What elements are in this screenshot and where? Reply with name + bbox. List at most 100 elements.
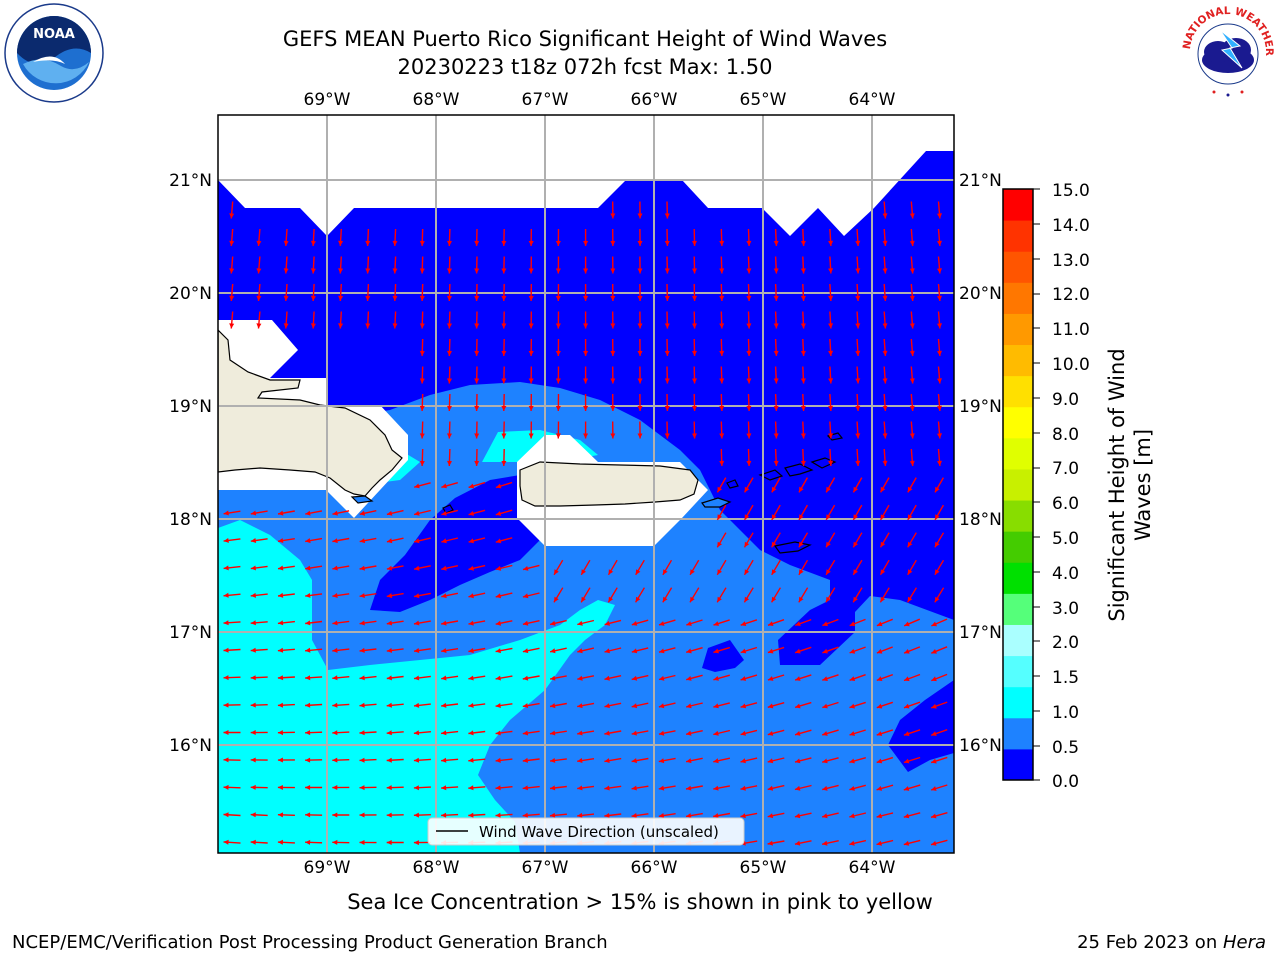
wind-wave-arrowhead bbox=[365, 323, 371, 329]
wind-wave-arrowhead bbox=[746, 433, 752, 439]
wind-wave-arrowhead bbox=[468, 730, 474, 736]
colorbar-tick: 15.0 bbox=[1052, 181, 1090, 201]
wind-wave-arrowhead bbox=[305, 730, 311, 736]
wind-wave-arrowhead bbox=[746, 240, 752, 246]
wind-wave-arrowhead bbox=[522, 812, 528, 818]
wind-wave-arrowhead bbox=[800, 268, 806, 274]
wind-wave-arrowhead bbox=[528, 268, 534, 274]
wind-wave-arrowhead bbox=[554, 596, 559, 603]
colorbar-segment bbox=[1003, 468, 1033, 501]
wind-wave-arrowhead bbox=[583, 268, 589, 274]
wind-wave-arrowhead bbox=[447, 350, 452, 356]
wind-wave-arrowhead bbox=[610, 296, 616, 301]
wind-wave-arrowhead bbox=[610, 351, 616, 356]
wind-wave-arrowhead bbox=[773, 405, 779, 411]
wind-wave-arrowhead bbox=[935, 514, 940, 520]
wind-wave-arrowhead bbox=[659, 621, 665, 626]
wind-wave-arrowhead bbox=[882, 460, 888, 466]
wind-wave-arrowhead bbox=[853, 541, 858, 548]
wind-wave-arrowhead bbox=[664, 378, 670, 384]
wind-wave-arrowhead bbox=[662, 596, 668, 603]
wind-wave-arrowhead bbox=[608, 596, 614, 603]
wind-wave-arrowhead bbox=[386, 812, 392, 818]
wind-wave-arrowhead bbox=[386, 785, 392, 791]
wind-wave-arrowhead bbox=[419, 350, 425, 356]
wind-wave-arrowhead bbox=[604, 621, 610, 626]
wind-wave-arrowhead bbox=[577, 812, 583, 818]
wind-wave-arrowhead bbox=[771, 596, 777, 603]
wind-wave-arrowhead bbox=[876, 703, 883, 709]
wind-wave-arrowhead bbox=[414, 510, 420, 516]
wind-wave-arrowhead bbox=[773, 295, 779, 301]
island-tortola bbox=[810, 457, 837, 469]
wind-wave-arrowhead bbox=[392, 240, 398, 246]
wind-wave-arrowhead bbox=[528, 433, 534, 439]
wind-wave-arrowhead bbox=[310, 240, 316, 246]
wind-wave-arrowhead bbox=[904, 621, 910, 627]
wind-wave-arrowhead bbox=[637, 406, 643, 411]
wind-wave-arrowhead bbox=[799, 486, 804, 493]
colorbar-tick: 12.0 bbox=[1052, 285, 1090, 305]
wind-wave-arrowhead bbox=[826, 514, 831, 520]
wind-wave-arrowhead bbox=[658, 758, 665, 764]
wind-wave-arrowhead bbox=[798, 569, 804, 575]
wind-wave-arrowhead bbox=[441, 648, 447, 653]
wind-wave-arrowhead bbox=[555, 323, 561, 329]
wind-wave-arrowhead bbox=[937, 460, 942, 466]
wind-wave-arrowhead bbox=[359, 785, 365, 791]
wind-wave-arrowhead bbox=[771, 541, 777, 548]
wind-wave-arrowhead bbox=[773, 323, 779, 329]
wind-wave-arrowhead bbox=[826, 541, 831, 548]
wind-wave-arrowhead bbox=[800, 240, 806, 246]
wind-wave-arrowhead bbox=[822, 785, 828, 791]
wind-wave-arrowhead bbox=[773, 378, 779, 384]
wind-wave-arrowhead bbox=[800, 460, 806, 466]
wind-wave-arrowhead bbox=[229, 323, 235, 329]
colorbar-tick: 2.0 bbox=[1052, 633, 1079, 653]
wind-wave-arrowhead bbox=[719, 460, 725, 466]
wind-wave-arrowhead bbox=[414, 648, 420, 653]
wind-wave-arrowhead bbox=[522, 620, 529, 626]
wind-wave-arrowhead bbox=[447, 240, 452, 246]
wind-wave-arrowhead bbox=[223, 565, 229, 571]
wind-wave-arrowhead bbox=[468, 703, 474, 708]
wind-wave-arrowhead bbox=[880, 596, 886, 603]
wind-wave-arrowhead bbox=[717, 514, 722, 520]
wind-wave-arrowhead bbox=[746, 295, 752, 301]
wind-wave-arrowhead bbox=[305, 647, 311, 653]
wind-wave-arrowhead bbox=[717, 486, 723, 493]
wind-wave-arrowhead bbox=[713, 648, 719, 654]
wind-wave-arrowhead bbox=[937, 323, 942, 329]
wind-wave-arrowhead bbox=[495, 785, 501, 791]
land-hispaniola bbox=[218, 329, 403, 497]
wind-wave-arrowhead bbox=[474, 240, 480, 246]
colorbar-segment bbox=[1003, 406, 1033, 439]
wave-band-0-0.5-southeast bbox=[888, 680, 954, 772]
wind-wave-arrowhead bbox=[658, 703, 665, 709]
wind-wave-arrowhead bbox=[610, 241, 616, 246]
wind-wave-arrowhead bbox=[278, 565, 284, 571]
lon-label-bottom: 67°W bbox=[522, 858, 569, 878]
wind-wave-arrowhead bbox=[447, 433, 452, 439]
island-mona bbox=[442, 504, 454, 514]
colorbar-tick: 0.5 bbox=[1052, 738, 1079, 758]
wind-wave-arrowhead bbox=[849, 676, 856, 681]
colorbar-segment bbox=[1003, 717, 1033, 750]
wind-wave-arrowhead bbox=[501, 461, 507, 466]
wind-wave-arrowhead bbox=[637, 213, 643, 219]
wind-wave-arrowhead bbox=[604, 813, 610, 818]
wind-wave-arrowhead bbox=[664, 433, 670, 439]
wind-wave-arrowhead bbox=[795, 758, 801, 764]
lon-labels-top: 69°W 68°W 67°W 66°W 65°W 64°W bbox=[304, 90, 896, 110]
wind-wave-arrowhead bbox=[773, 433, 779, 439]
wind-wave-arrowhead bbox=[283, 268, 289, 274]
wind-wave-arrowhead bbox=[386, 675, 392, 681]
wind-wave-arrowhead bbox=[419, 378, 425, 384]
wind-wave-arrowhead bbox=[359, 620, 365, 626]
wind-wave-arrowhead bbox=[386, 538, 393, 544]
wind-wave-arrowhead bbox=[828, 323, 834, 329]
wind-wave-arrowhead bbox=[746, 268, 752, 274]
wind-wave-arrowhead bbox=[501, 268, 507, 274]
wind-wave-arrowhead bbox=[305, 538, 311, 544]
wind-wave-arrowhead bbox=[441, 511, 447, 516]
